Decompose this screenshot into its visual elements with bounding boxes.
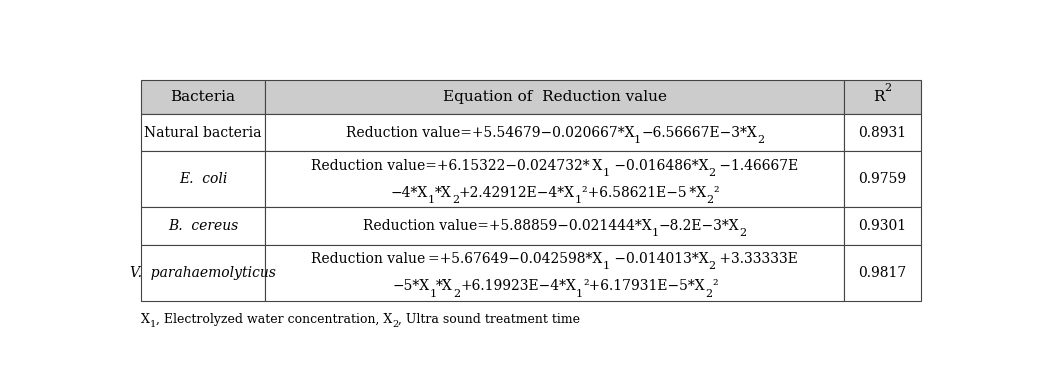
Text: +6.19923E−4*X: +6.19923E−4*X (461, 279, 576, 293)
Text: −5*X: −5*X (392, 279, 429, 293)
Text: 0.9817: 0.9817 (859, 266, 907, 280)
Text: 1: 1 (575, 195, 582, 205)
Bar (265, 114, 844, 151)
Bar (141, 151, 265, 207)
Text: B.  cereus: B. cereus (167, 219, 238, 233)
Text: 2: 2 (706, 195, 714, 205)
Bar (844, 80, 920, 114)
Text: 1: 1 (603, 168, 610, 178)
Text: 2: 2 (708, 168, 715, 178)
Text: Bacteria: Bacteria (170, 90, 235, 104)
Text: V.  parahaemolyticus: V. parahaemolyticus (130, 266, 275, 280)
Text: +3.33333E: +3.33333E (716, 252, 798, 266)
Text: 2: 2 (757, 135, 764, 145)
Text: 1: 1 (651, 228, 659, 238)
Text: −0.014013*X: −0.014013*X (610, 252, 708, 266)
Text: 1: 1 (576, 289, 584, 299)
Text: −6.56667E−3*X: −6.56667E−3*X (641, 126, 757, 140)
Text: −4*X: −4*X (391, 186, 428, 200)
Text: 1: 1 (149, 320, 156, 329)
Text: R: R (874, 90, 884, 104)
Text: 2: 2 (705, 289, 712, 299)
Text: 1: 1 (634, 135, 641, 145)
Bar (265, 80, 844, 114)
Text: 2: 2 (739, 228, 747, 238)
Bar (844, 114, 920, 151)
Text: 0.8931: 0.8931 (859, 126, 907, 140)
Text: , Electrolyzed water concentration, X: , Electrolyzed water concentration, X (156, 313, 392, 326)
Bar (141, 114, 265, 151)
Text: 2: 2 (884, 83, 892, 93)
Text: −8.2E−3*X: −8.2E−3*X (659, 219, 739, 233)
Text: Equation of  Reduction value: Equation of Reduction value (443, 90, 667, 104)
Text: ²+6.17931E−5*X: ²+6.17931E−5*X (584, 279, 705, 293)
Text: X: X (141, 313, 149, 326)
Bar (265, 245, 844, 301)
Text: −0.016486*X: −0.016486*X (610, 159, 708, 173)
Text: 2: 2 (708, 261, 716, 271)
Text: 2: 2 (453, 289, 461, 299)
Text: , Ultra sound treatment time: , Ultra sound treatment time (398, 313, 580, 326)
Text: Reduction value=+5.54679−0.020667*X: Reduction value=+5.54679−0.020667*X (345, 126, 634, 140)
Bar (141, 80, 265, 114)
Bar (265, 151, 844, 207)
Text: 2: 2 (392, 320, 398, 329)
Text: ²: ² (712, 279, 718, 293)
Text: +2.42912E−4*X: +2.42912E−4*X (459, 186, 575, 200)
Bar (844, 245, 920, 301)
Text: 0.9301: 0.9301 (859, 219, 907, 233)
Text: *X: *X (436, 279, 453, 293)
Text: 1: 1 (428, 195, 435, 205)
Bar (141, 245, 265, 301)
Bar (844, 207, 920, 245)
Text: 1: 1 (429, 289, 436, 299)
Text: 0.9759: 0.9759 (859, 172, 907, 186)
Text: ²: ² (714, 186, 719, 200)
Text: Reduction value=+6.15322−0.024732* X: Reduction value=+6.15322−0.024732* X (311, 159, 603, 173)
Text: ²+6.58621E−5 *X: ²+6.58621E−5 *X (582, 186, 706, 200)
Text: Reduction value =+5.67649−0.042598*X: Reduction value =+5.67649−0.042598*X (311, 252, 603, 266)
Text: E.  coli: E. coli (179, 172, 227, 186)
Text: −1.46667E: −1.46667E (715, 159, 798, 173)
Bar (844, 151, 920, 207)
Text: *X: *X (435, 186, 452, 200)
Text: 1: 1 (603, 261, 610, 271)
Bar (141, 207, 265, 245)
Bar (265, 207, 844, 245)
Text: 2: 2 (452, 195, 459, 205)
Text: Reduction value=+5.88859−0.021444*X: Reduction value=+5.88859−0.021444*X (363, 219, 651, 233)
Text: Natural bacteria: Natural bacteria (144, 126, 262, 140)
